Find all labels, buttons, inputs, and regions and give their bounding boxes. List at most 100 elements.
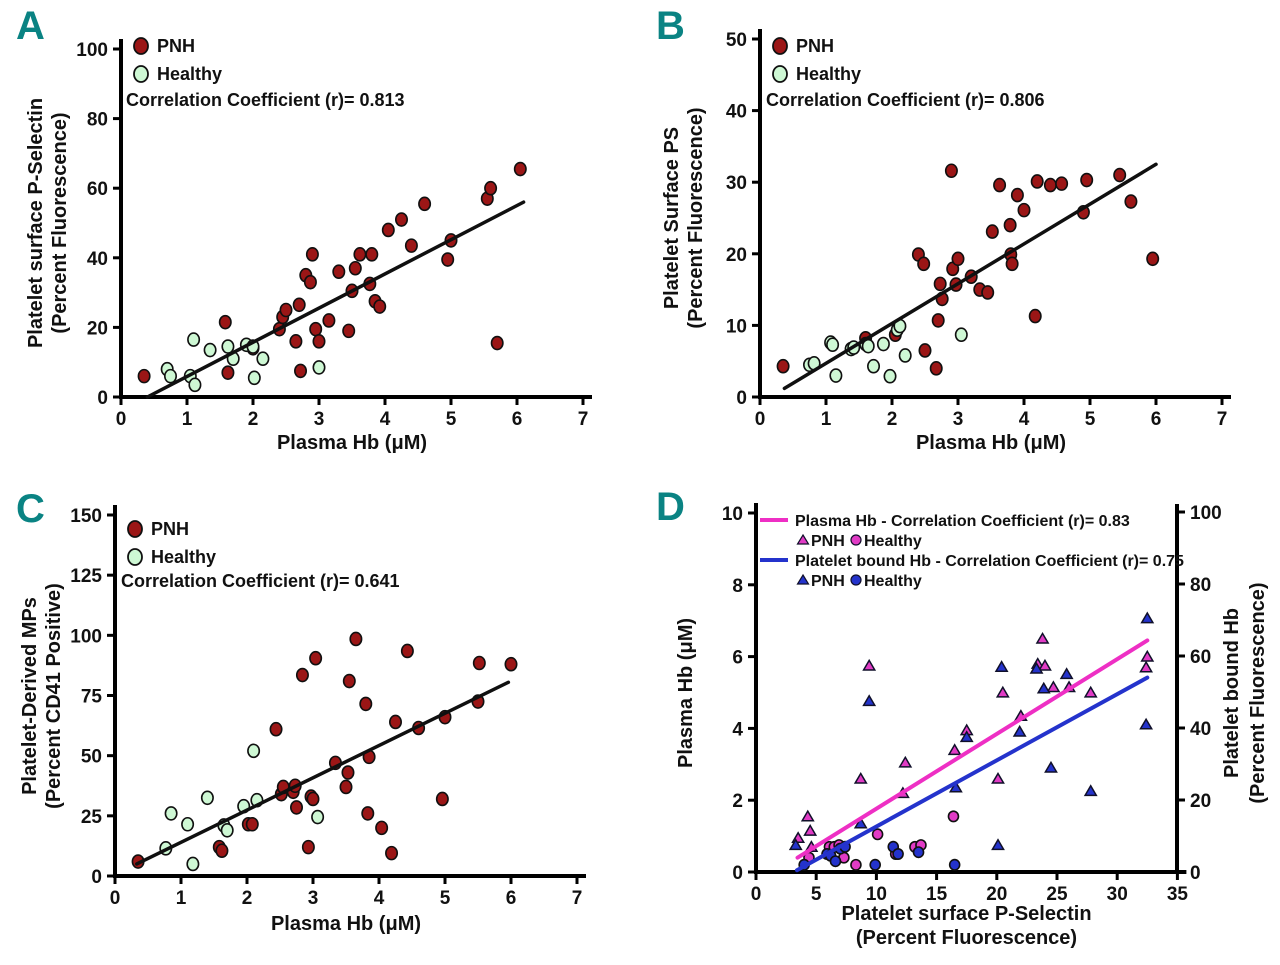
circle-data-point [295,667,309,683]
circle-data-point [954,327,968,343]
plot-root: 0 1 2 3 4 5 6 7 0 25 50 75 100 125 150 Plasma Hb (μM) Pl… [19,505,586,935]
circle-data-point [218,314,232,330]
circle-data-point [279,302,293,318]
right-y-tick-label: 80 [1190,575,1211,596]
circle-data-point [850,858,862,871]
circle-data-point [1055,176,1069,191]
circle-data-point [951,251,965,267]
series-pnh-platelet-bound-hb [788,611,1155,851]
triangle-data-point [1139,717,1154,730]
x-axis-label-line1: Platelet surface P-Selectin [841,903,1091,925]
legend-triangle-marker [796,573,810,585]
series-pnh [131,631,518,869]
x-tick-label: 20 [986,884,1007,905]
triangle-data-point [991,838,1005,851]
x-tick-label: 3 [953,409,964,430]
circle-data-point [947,810,960,823]
circle-data-point [1043,177,1057,193]
x-tick-label: 0 [110,888,121,909]
circle-data-point [1030,174,1044,189]
panel-b-chart: 0 1 2 3 4 5 6 7 0 10 20 30 40 50 Plasma Hb (μM) Platele… [661,29,1231,454]
y-axis-label-line1: Platelet Surface PS [661,127,683,309]
circle-data-point [944,163,958,179]
circle-data-point [1113,167,1127,183]
circle-data-point [245,816,259,832]
circle-data-point [349,631,363,647]
x-tick-label: 6 [1151,409,1162,430]
y-tick-label: 50 [81,747,102,768]
panel-a-chart: 0 1 2 3 4 5 6 7 0 20 40 60 80 100 Plasma Hb (μM) Platel… [25,36,592,454]
triangle-data-point [1083,784,1098,797]
circle-data-point [164,368,178,384]
trend-line [794,675,1150,873]
legend-label-pnh: PNH [796,36,834,56]
circle-data-point [365,247,379,262]
circle-data-point [294,363,308,379]
circle-data-point [385,845,399,861]
legend-label-pnh: PNH [151,519,189,539]
circle-data-point [332,264,346,280]
x-tick-label: 4 [374,888,385,909]
y-axis-label-line1: Platelet surface P-Selectin [25,98,47,348]
panel-letter-d: D [656,485,685,529]
triangle-data-point [1140,649,1155,662]
triangle-data-point [788,838,803,851]
x-tick-label: 7 [1217,409,1228,430]
triangle-data-point [853,816,868,829]
y-tick-label: 125 [70,566,102,587]
circle-data-point [301,839,315,855]
x-tick-label: 7 [578,409,589,430]
circle-data-point [883,368,897,384]
circle-data-point [289,334,303,349]
circle-data-point [1080,172,1094,188]
triangle-data-point [800,809,815,822]
circle-data-point [221,365,235,380]
circle-data-point [504,656,518,672]
right-y-axis-label-line1: Platelet bound Hb [1221,608,1243,778]
legend-marker-label: Healthy [864,533,922,550]
circle-data-point [513,161,527,177]
plot-root: 0 5 10 15 20 25 30 350246810020406080100Platele… [675,503,1269,949]
x-tick-label: 5 [440,888,451,909]
circle-data-point [220,822,234,838]
circle-data-point [361,806,375,821]
legend-marker-label: PNH [811,573,845,590]
y-axis-label-line2: (Percent Fluorescence) [685,107,707,328]
circle-data-point [188,377,202,393]
circle-data-point [948,858,961,871]
legend-label-healthy: Healthy [157,64,222,84]
circle-data-point [200,790,214,806]
right-y-tick-label: 60 [1190,647,1211,668]
panel-letter-c: C [16,487,45,531]
circle-data-point [256,351,270,367]
y-axis-label-line1: Platelet-Derived MPs [19,597,41,795]
series-pnh [137,161,527,384]
x-tick-label: 6 [506,888,517,909]
legend-marker-pnh [772,37,788,55]
circle-data-point [339,779,353,795]
circle-data-point [292,297,306,313]
x-tick-label: 3 [314,409,325,430]
panel-c: 0 1 2 3 4 5 6 7 0 25 50 75 100 125 150 Plasma Hb (μM) Pl… [0,483,640,965]
circle-data-point [869,858,881,871]
circle-data-point [918,343,932,358]
legend-line-label: Plasma Hb - Correlation Coefficient (r)=… [795,513,1130,530]
panel-letter-a: A [16,4,45,48]
x-axis-label: Plasma Hb (μM) [277,432,427,454]
circle-data-point [312,334,326,349]
left-y-axis-label: Plasma Hb (μM) [675,618,697,768]
triangle-data-point [1139,660,1154,673]
circle-data-point [1124,194,1138,209]
circle-data-point [929,361,943,376]
trend-line [135,680,511,866]
panel-a: 0 1 2 3 4 5 6 7 0 20 40 60 80 100 Plasma Hb (μM) Platel… [0,0,640,483]
triangle-data-point [995,685,1010,698]
circle-data-point [375,820,389,836]
plot-root: 0 1 2 3 4 5 6 7 0 10 20 30 40 50 Plasma Hb (μM) Platele… [661,29,1231,454]
y-tick-label: 0 [736,388,747,409]
x-tick-label: 0 [116,409,127,430]
x-tick-label: 3 [308,888,319,909]
circle-data-point [931,313,945,328]
series-pnh-plasma-hb [791,631,1155,853]
